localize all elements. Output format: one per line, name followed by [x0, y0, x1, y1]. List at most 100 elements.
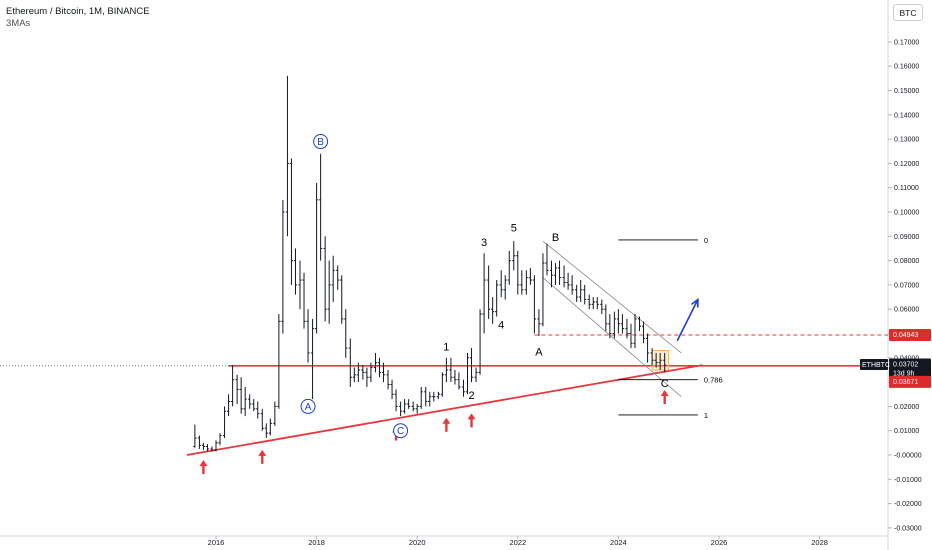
ohlc-bar: [415, 403, 419, 414]
y-tick-label: 0.14000: [894, 112, 919, 119]
tag-bg: [889, 328, 931, 341]
tag-text: 0.03702: [893, 362, 918, 369]
current-price-tag: 0.03702 13d 9h: [889, 358, 931, 380]
ohlc-bar: [256, 401, 260, 419]
red-up-arrow: [199, 460, 208, 475]
ohlc-bar: [235, 374, 239, 404]
ohlc-bar: [541, 253, 545, 327]
ohlc-bar: [260, 408, 264, 431]
ohlc-bar: [365, 367, 369, 387]
ohlc-bar: [361, 365, 365, 380]
label-circle: [313, 134, 329, 150]
ohlc-bar: [352, 367, 356, 383]
ohlc-bar: [381, 362, 386, 383]
ohlc-bar: [545, 243, 549, 276]
ohlc-bar: [449, 357, 453, 383]
ohlc-bar: [604, 304, 608, 332]
red-up-arrow: [660, 390, 669, 404]
ohlc-bar: [197, 435, 202, 449]
y-tick-label: 0.10000: [894, 210, 919, 217]
ohlc-bar: [319, 153, 323, 261]
ohlc-bar: [512, 241, 516, 271]
arrow-head: [199, 460, 208, 467]
ohlc-bar: [302, 272, 306, 329]
support-trendline: [186, 364, 703, 456]
ohlc-bar: [474, 367, 478, 383]
ohlc-bar: [583, 284, 587, 305]
y-tick-label: 0.16000: [894, 64, 919, 71]
ohlc-bar: [403, 399, 407, 414]
y-tick-label: 0.12000: [894, 161, 919, 168]
arrow-head: [660, 390, 669, 396]
channel-lower-line: [542, 277, 682, 397]
x-tick-label: 2018: [308, 538, 325, 547]
arrow-head: [467, 413, 476, 420]
wave-label: A: [535, 346, 543, 358]
ohlc-bar: [428, 391, 432, 407]
y-tick-label: 0.15000: [894, 88, 919, 95]
ohlc-bar: [218, 433, 222, 446]
tag-text: 0.03671: [893, 379, 918, 386]
wave-label: 4: [498, 320, 504, 332]
red-up-arrow: [258, 449, 267, 464]
label-text: B: [317, 137, 324, 148]
ohlc-bar: [520, 270, 524, 295]
ohlc-bar: [419, 386, 423, 409]
ohlc-bar: [570, 275, 574, 295]
ohlc-bar: [575, 284, 579, 302]
x-tick-label: 2020: [409, 538, 426, 547]
ohlc-bar: [210, 446, 214, 452]
tag-bg: [889, 375, 931, 388]
ohlc-bar: [369, 362, 373, 383]
ohlc-bar: [293, 248, 298, 295]
arrow-head: [258, 449, 267, 456]
circled-wave-label: C: [393, 423, 409, 439]
ohlc-bar: [663, 352, 667, 373]
ohlc-bar: [348, 338, 352, 387]
label-circle: [393, 423, 409, 439]
label-text: A: [305, 402, 312, 413]
ohlc-bar: [399, 401, 403, 417]
ohlc-bar: [252, 399, 256, 412]
support-price-tag: 0.03671: [889, 375, 931, 388]
ohlc-bar: [549, 260, 554, 288]
price-tags: 0.04943 0.03702 13d 9h0.03671 ETHBTC: [860, 328, 931, 388]
ohlc-bar: [239, 377, 243, 414]
ohlc-bar: [289, 158, 294, 285]
candles-layer: [193, 75, 667, 452]
ohlc-bar: [230, 365, 235, 407]
blue-projection-arrow: [676, 297, 699, 342]
x-tick-label: 2026: [711, 538, 728, 547]
ohlc-bar: [658, 352, 662, 370]
indicator-label[interactable]: 3MAs: [6, 18, 31, 29]
tag-text: ETHBTC: [862, 362, 890, 369]
label-text: C: [397, 426, 404, 437]
ohlc-bar: [394, 389, 398, 412]
ohlc-bar: [461, 379, 466, 397]
circled-wave-label: B: [313, 134, 329, 150]
ohlc-bar: [444, 357, 448, 383]
y-tick-label: -0.03000: [894, 525, 922, 532]
fib-label: 0: [704, 236, 708, 245]
currency-button[interactable]: BTC: [893, 4, 923, 21]
ohlc-bar: [537, 309, 541, 336]
wave-label: C: [661, 378, 669, 390]
ohlc-bar: [591, 297, 595, 310]
y-tick-label: 0.02000: [894, 404, 919, 411]
arrow-head: [442, 417, 451, 424]
ohlc-bar: [579, 280, 583, 302]
ohlc-bar: [411, 401, 415, 412]
ohlc-bar: [306, 309, 310, 363]
ohlc-bar: [205, 444, 210, 452]
red-up-arrow: [442, 417, 451, 432]
ohlc-bar: [503, 275, 507, 300]
annotation-layer: 5 3 4 1 2 A B C B A C: [199, 134, 699, 475]
wave-label: 3: [481, 237, 487, 249]
ohlc-bar: [386, 369, 390, 390]
ohlc-bar: [340, 275, 344, 324]
ohlc-bar: [633, 314, 637, 349]
arrow-shaft: [676, 299, 699, 342]
ohlc-bar: [645, 333, 650, 363]
symbol-tag: ETHBTC: [860, 359, 890, 371]
